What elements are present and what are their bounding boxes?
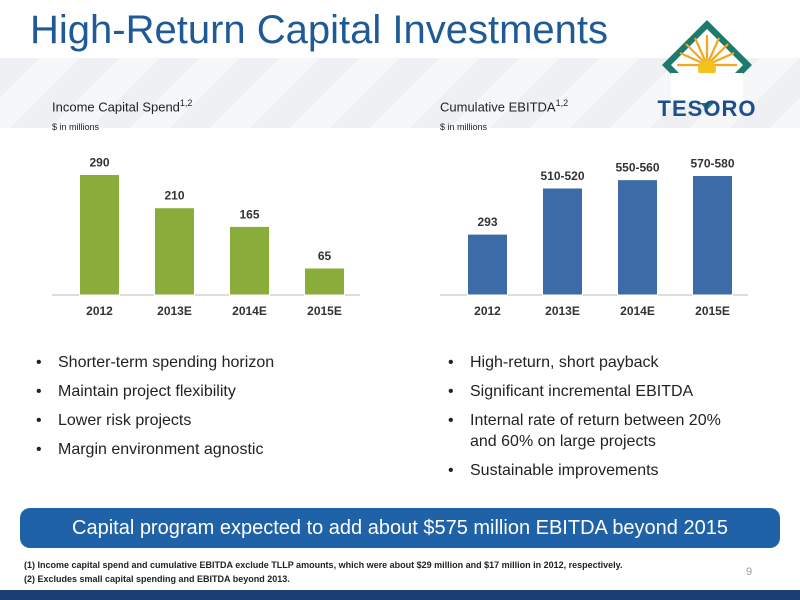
- chart-unit-capital-spend: $ in millions: [52, 122, 100, 132]
- bullet-item: Lower risk projects: [32, 410, 392, 431]
- bullet-item: High-return, short payback: [444, 352, 744, 373]
- tick-label-2012: 2012: [474, 304, 501, 318]
- data-label-2015E: 65: [318, 249, 332, 263]
- chart-title-capital-spend: Income Capital Spend1,2: [52, 98, 193, 115]
- bar-2012: [79, 173, 120, 296]
- summary-banner: Capital program expected to add about $5…: [20, 508, 780, 548]
- data-label-2013E: 510-520: [540, 169, 584, 183]
- bullet-item: Shorter-term spending horizon: [32, 352, 392, 373]
- tick-label-2015E: 2015E: [695, 304, 730, 318]
- footnote-2: (2) Excludes small capital spending and …: [24, 574, 290, 584]
- footnotes: (1) Income capital spend and cumulative …: [24, 558, 623, 586]
- chart-title-cumulative-ebitda: Cumulative EBITDA1,2: [440, 98, 569, 115]
- bar-2015E: [304, 267, 345, 296]
- page-title: High-Return Capital Investments: [30, 8, 609, 52]
- footnote-1: (1) Income capital spend and cumulative …: [24, 560, 623, 570]
- bar-2015E: [692, 175, 733, 296]
- data-label-2012: 290: [89, 155, 109, 169]
- tick-label-2014E: 2014E: [232, 304, 267, 318]
- capital-spend-chart: 290 2012 210 2013E 165 2014E 65 2015E: [52, 155, 360, 318]
- bullet-list-left: Shorter-term spending horizon Maintain p…: [32, 352, 392, 468]
- bullet-list-right: High-return, short payback Significant i…: [444, 352, 744, 489]
- data-label-2015E: 570-580: [690, 157, 734, 171]
- data-label-2014E: 165: [239, 207, 259, 221]
- data-label-2013E: 210: [164, 189, 184, 203]
- bullet-item: Margin environment agnostic: [32, 439, 392, 460]
- chart-unit-cumulative-ebitda: $ in millions: [440, 122, 488, 132]
- bar-2013E: [542, 187, 583, 296]
- bar-2014E: [617, 179, 658, 296]
- bullet-item: Sustainable improvements: [444, 460, 744, 481]
- tick-label-2012: 2012: [86, 304, 113, 318]
- bar-2013E: [154, 207, 195, 296]
- data-label-2012: 293: [477, 215, 497, 229]
- tick-label-2013E: 2013E: [545, 304, 580, 318]
- data-label-2014E: 550-560: [615, 161, 659, 175]
- bar-2012: [467, 233, 508, 296]
- bullet-item: Maintain project flexibility: [32, 381, 392, 402]
- logo-text: TESORO: [657, 96, 757, 121]
- tick-label-2013E: 2013E: [157, 304, 192, 318]
- bar-2014E: [229, 225, 270, 296]
- bottom-bar: [0, 590, 800, 600]
- tick-label-2014E: 2014E: [620, 304, 655, 318]
- cumulative-ebitda-chart: 293 2012 510-520 2013E 550-560 2014E 570-580 20…: [440, 157, 748, 318]
- bullet-item: Significant incremental EBITDA: [444, 381, 744, 402]
- tick-label-2015E: 2015E: [307, 304, 342, 318]
- page-number: 9: [746, 566, 753, 578]
- tesoro-logo-icon: [662, 20, 752, 110]
- bullet-item: Internal rate of return between 20% and …: [444, 410, 744, 452]
